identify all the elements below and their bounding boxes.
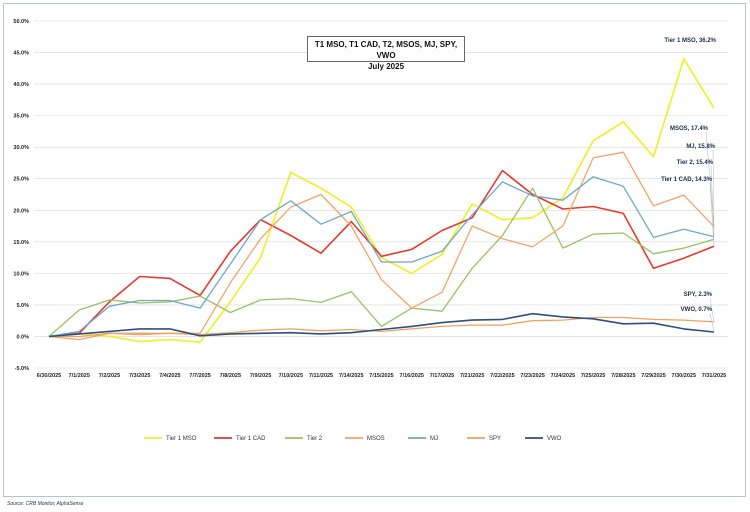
x-tick-label: 7/10/2025 bbox=[279, 373, 303, 379]
y-tick-label: 40.0% bbox=[13, 82, 29, 88]
series-line-tier-2 bbox=[48, 187, 715, 337]
y-tick-label: 45.0% bbox=[13, 51, 29, 57]
x-tick-label: 7/21/2025 bbox=[460, 373, 484, 379]
series-end-label: MSOS, 17.4% bbox=[670, 126, 709, 132]
x-tick-label: 7/9/2025 bbox=[250, 373, 271, 379]
x-tick-label: 7/15/2025 bbox=[369, 373, 393, 379]
series-line-spy bbox=[49, 316, 715, 338]
label-leader-line bbox=[709, 182, 715, 247]
label-leader-line bbox=[709, 297, 715, 322]
legend-label: Tier 2 bbox=[307, 436, 323, 442]
legend-label: SPY bbox=[489, 436, 501, 442]
y-tick-label: 30.0% bbox=[13, 145, 29, 151]
legend-label: MSOS bbox=[367, 436, 385, 442]
x-tick-label: 7/22/2025 bbox=[490, 373, 514, 379]
y-tick-label: 50.0% bbox=[13, 19, 29, 25]
chart-title-box: T1 MSO, T1 CAD, T2, MSOS, MJ, SPY, VWO J… bbox=[307, 36, 465, 71]
x-tick-label: 7/11/2025 bbox=[309, 373, 333, 379]
chart-subtitle: July 2025 bbox=[367, 62, 405, 71]
series-end-label: Tier 2, 15.4% bbox=[677, 160, 714, 166]
series-end-label: VWO, 0.7% bbox=[681, 307, 713, 313]
x-tick-label: 7/25/2025 bbox=[581, 373, 605, 379]
y-tick-label: -5.0% bbox=[15, 366, 29, 372]
x-tick-label: 7/1/2025 bbox=[69, 373, 90, 379]
x-tick-label: 7/2/2025 bbox=[99, 373, 120, 379]
label-leader-line bbox=[709, 312, 715, 333]
series-end-label: MJ, 15.8% bbox=[686, 144, 715, 150]
x-tick-label: 7/3/2025 bbox=[129, 373, 150, 379]
series-line-mj bbox=[48, 176, 715, 338]
x-tick-label: 7/7/2025 bbox=[189, 373, 210, 379]
series-line-msos bbox=[48, 151, 715, 341]
legend-label: VWO bbox=[547, 436, 562, 442]
series-line-tier-1-mso bbox=[48, 58, 715, 344]
x-tick-label: 7/30/2025 bbox=[672, 373, 696, 379]
label-leader-line bbox=[712, 149, 715, 237]
x-tick-label: 7/29/2025 bbox=[641, 373, 665, 379]
x-tick-label: 7/24/2025 bbox=[551, 373, 575, 379]
series-end-label: SPY, 2.3% bbox=[684, 292, 713, 298]
series-line-vwo bbox=[48, 312, 715, 338]
x-tick-label: 7/31/2025 bbox=[702, 373, 726, 379]
chart-title: T1 MSO, T1 CAD, T2, MSOS, MJ, SPY, VWO bbox=[314, 40, 458, 60]
legend-label: Tier 1 CAD bbox=[236, 436, 266, 442]
x-tick-label: 7/8/2025 bbox=[220, 373, 241, 379]
y-tick-label: 25.0% bbox=[13, 177, 29, 183]
x-tick-label: 7/28/2025 bbox=[611, 373, 635, 379]
legend-label: Tier 1 MSO bbox=[166, 436, 197, 442]
source-note: Source: CRB Monitor, AlphaSense bbox=[7, 501, 84, 507]
x-tick-label: 7/23/2025 bbox=[520, 373, 544, 379]
y-tick-label: 0.0% bbox=[16, 334, 29, 340]
y-tick-label: 15.0% bbox=[13, 240, 29, 246]
x-tick-label: 7/4/2025 bbox=[159, 373, 180, 379]
y-tick-label: 35.0% bbox=[13, 114, 29, 120]
x-tick-label: 7/14/2025 bbox=[339, 373, 363, 379]
x-tick-label: 6/30/2025 bbox=[37, 373, 61, 379]
x-tick-label: 7/17/2025 bbox=[430, 373, 454, 379]
legend-label: MJ bbox=[430, 436, 438, 442]
x-tick-label: 7/16/2025 bbox=[399, 373, 423, 379]
label-leader-line bbox=[710, 165, 715, 240]
y-tick-label: 10.0% bbox=[13, 271, 29, 277]
y-tick-label: 20.0% bbox=[13, 208, 29, 214]
series-line-tier-1-cad bbox=[48, 169, 715, 338]
series-end-label: Tier 1 CAD, 14.3% bbox=[661, 177, 713, 183]
y-tick-label: 5.0% bbox=[16, 303, 29, 309]
series-end-label: Tier 1 MSO, 36.2% bbox=[664, 38, 716, 44]
